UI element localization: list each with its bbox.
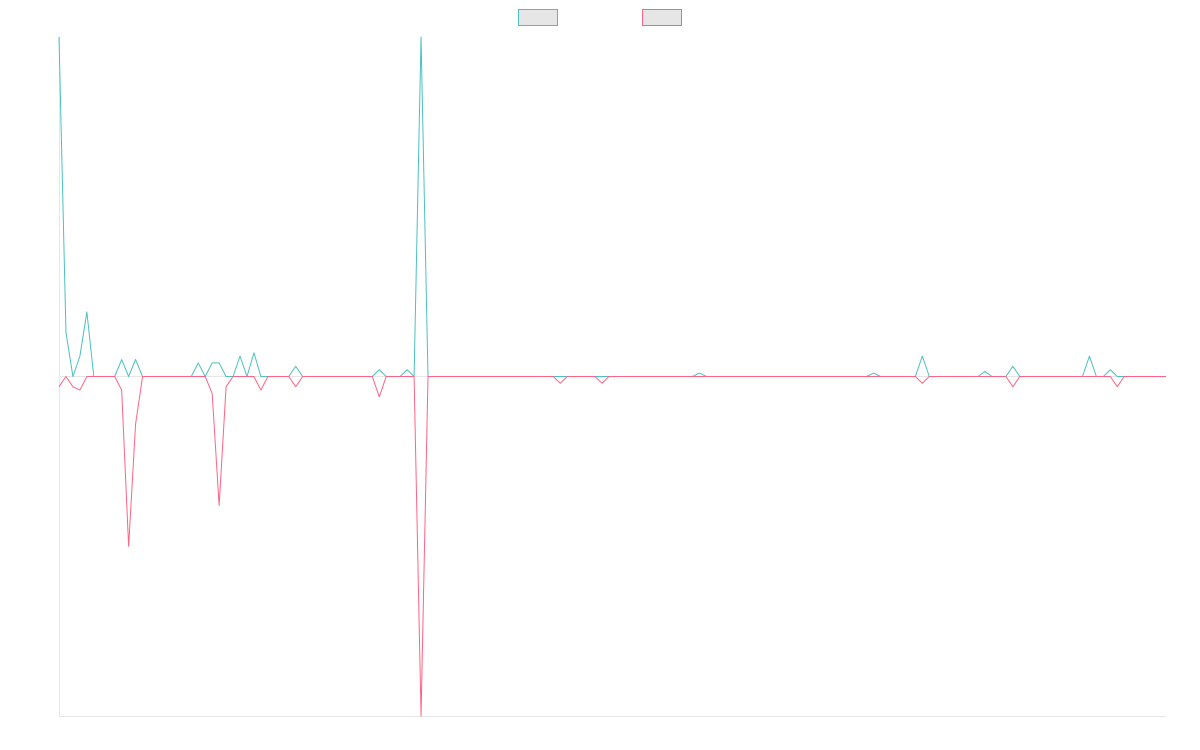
- series-line: [58, 376, 1166, 717]
- legend-swatch: [518, 9, 558, 26]
- legend-swatch: [642, 9, 682, 26]
- series-line: [58, 36, 1166, 377]
